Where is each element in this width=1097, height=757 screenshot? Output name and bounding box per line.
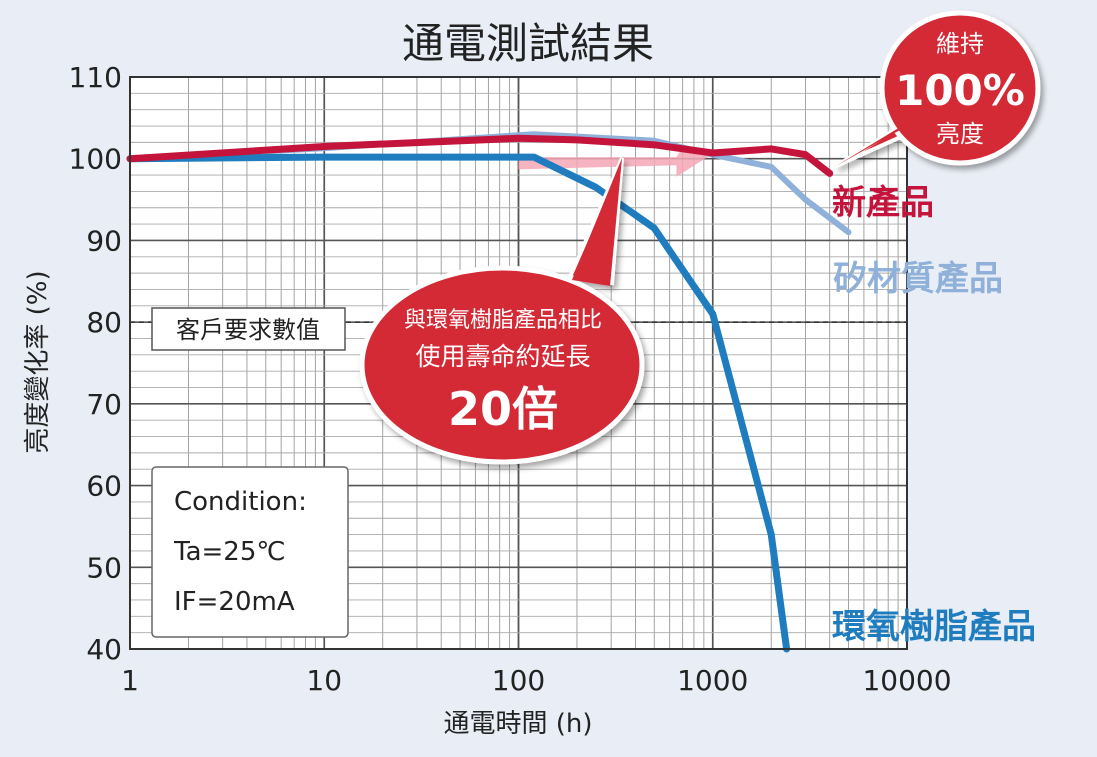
x-tick-label: 1000 xyxy=(677,664,748,697)
condition-title: Condition: xyxy=(174,487,307,517)
y-tick-label: 110 xyxy=(69,61,122,94)
series-group xyxy=(126,131,852,653)
chart-title: 通電測試結果 xyxy=(402,19,654,68)
lifetime-callout xyxy=(359,157,645,465)
lifetime-callout-line2: 使用壽命約延長 xyxy=(415,342,590,371)
x-tick-label: 100 xyxy=(492,664,545,697)
y-tick-label: 70 xyxy=(86,388,122,421)
series-new-product xyxy=(126,134,834,177)
series-epoxy-product xyxy=(126,153,791,653)
y-tick-label: 40 xyxy=(86,633,122,666)
brightness-callout xyxy=(834,10,1041,168)
reference-label: 客戶要求數值 xyxy=(176,316,320,344)
brightness-callout-line3: 亮度 xyxy=(936,120,984,148)
series-label-epoxy-product: 環氧樹脂產品 xyxy=(832,607,1036,647)
y-tick-label: 60 xyxy=(86,470,122,503)
y-tick-label: 90 xyxy=(86,224,122,257)
y-tick-label: 80 xyxy=(86,306,122,339)
plot-border xyxy=(129,76,908,650)
improvement-arrow xyxy=(518,147,713,177)
series-label-silicone-product: 矽材質產品 xyxy=(833,259,1003,299)
y-axis-label: 亮度變化率 (%) xyxy=(23,270,53,453)
brightness-callout-line1: 維持 xyxy=(936,30,984,58)
brightness-callout-line2: 100% xyxy=(895,66,1025,115)
x-tick-label: 10 xyxy=(306,664,342,697)
condition-ta: Ta=25℃ xyxy=(173,537,286,567)
condition-box xyxy=(151,466,349,638)
condition-if: IF=20mA xyxy=(174,587,295,617)
y-tick-label: 100 xyxy=(69,143,122,176)
lifetime-callout-bubble xyxy=(359,265,645,465)
reference-label-box xyxy=(151,307,346,351)
lifetime-callout-line3: 20倍 xyxy=(448,382,558,436)
y-tick-label: 50 xyxy=(86,551,122,584)
x-tick-label: 10000 xyxy=(862,664,951,697)
series-label-new-product: 新產品 xyxy=(832,183,934,223)
x-tick-label: 1 xyxy=(121,664,139,697)
x-axis-label: 通電時間 (h) xyxy=(443,709,592,739)
brightness-callout-bubble xyxy=(879,10,1041,166)
lifetime-callout-line1: 與環氧樹脂產品相比 xyxy=(404,308,602,333)
